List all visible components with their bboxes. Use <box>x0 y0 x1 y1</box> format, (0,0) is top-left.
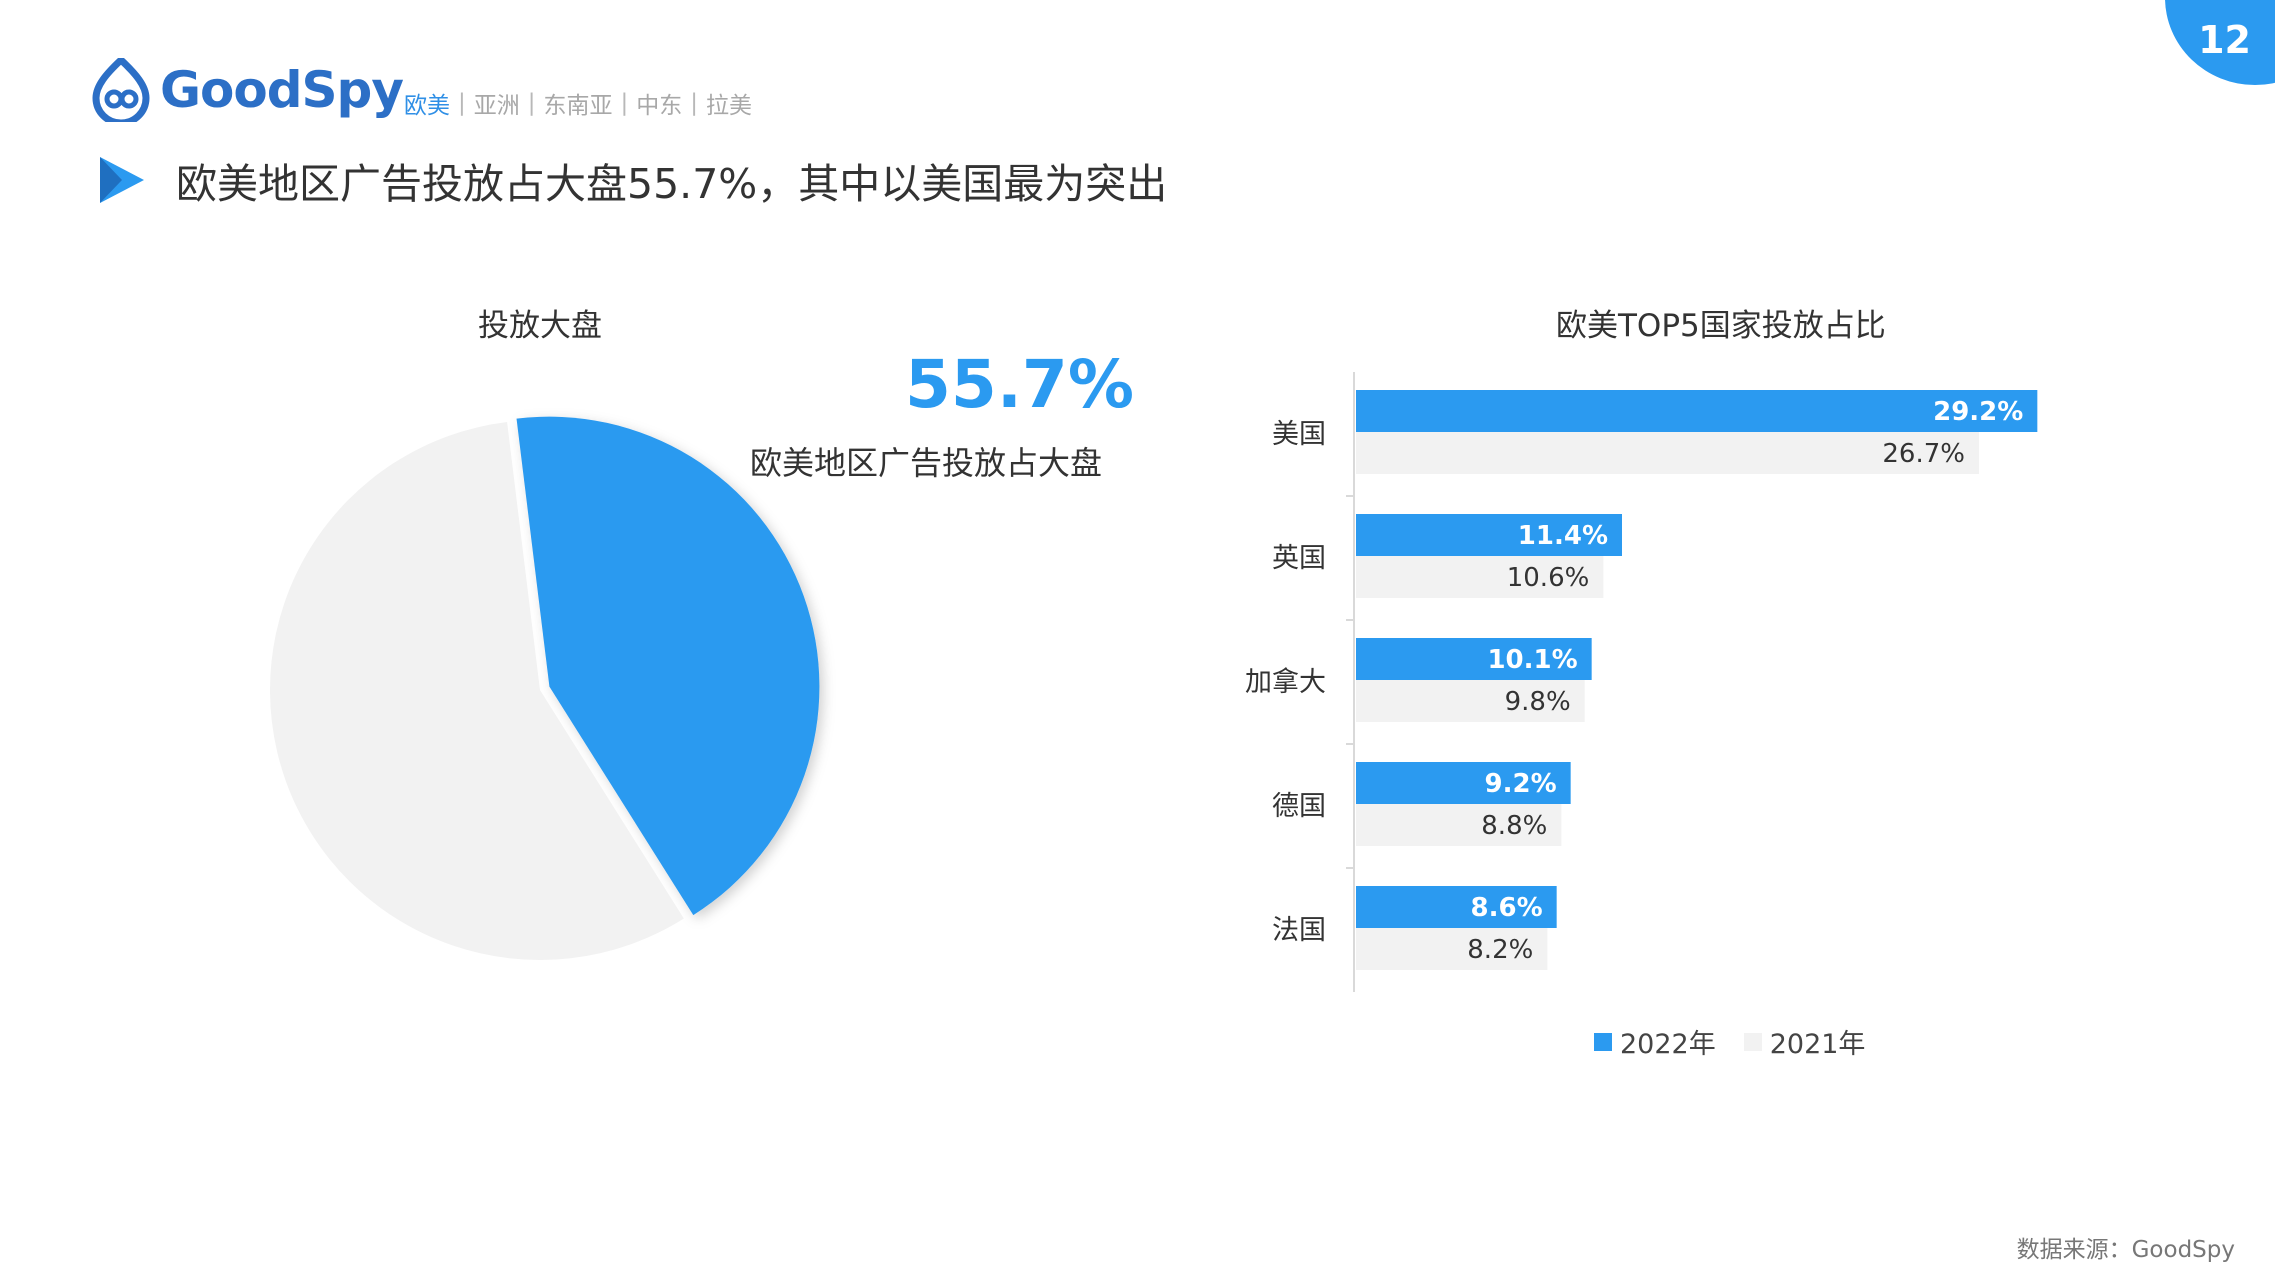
bar-value-label: 8.8% <box>1481 811 1547 841</box>
bar-2021 <box>1356 680 1585 722</box>
category-label: 美国 <box>1272 419 1326 450</box>
pie-slice <box>269 422 684 960</box>
region-separator: | <box>690 90 698 116</box>
bar-2022 <box>1356 514 1622 556</box>
bar-value-label: 8.2% <box>1467 935 1533 965</box>
page-number: 12 <box>2198 18 2251 62</box>
bar-2021 <box>1356 432 1979 474</box>
bar-2021 <box>1356 928 1548 970</box>
region-nav: 欧美 | 亚洲 | 东南亚 | 中东 | 拉美 <box>404 86 752 120</box>
pie-chart-title: 投放大盘 <box>468 300 612 345</box>
bar-2022 <box>1356 638 1592 680</box>
region-tab[interactable]: 亚洲 <box>473 93 520 119</box>
play-arrow-icon <box>98 155 146 205</box>
bar-value-label: 8.6% <box>1471 893 1543 923</box>
region-separator: | <box>620 90 629 116</box>
pie-highlight-value: 55.7% <box>905 346 1134 423</box>
pie-caption: 欧美地区广告投放占大盘 <box>750 444 1103 482</box>
bar-value-label: 9.2% <box>1485 769 1557 799</box>
bar-2021 <box>1356 804 1562 846</box>
bar-chart: 美国 29.2% 26.7% 英国 11.4% 10.6% 加拿大 10.1% 9.8% 德国 9.… <box>1245 372 2038 992</box>
bar-value-label: 10.1% <box>1487 645 1577 675</box>
goodspy-logo-icon <box>92 58 150 122</box>
region-tab[interactable]: 欧美 <box>404 93 450 119</box>
bar-chart-title-text: 欧美TOP5国家投放占比 <box>1556 308 1886 344</box>
bar-value-label: 9.8% <box>1505 687 1571 717</box>
logo-text: GoodSpy <box>160 61 404 119</box>
bar-2022 <box>1356 390 2038 432</box>
legend-label: 2022年 <box>1620 1029 1716 1060</box>
legend-swatch <box>1743 1032 1762 1051</box>
region-tab[interactable]: 中东 <box>636 93 683 119</box>
region-tab[interactable]: 拉美 <box>706 93 752 119</box>
data-source: 数据来源：GoodSpy <box>2016 1237 2235 1263</box>
region-separator: | <box>527 90 536 116</box>
bar-2021 <box>1356 556 1604 598</box>
headline-text: 欧美地区广告投放占大盘55.7%，其中以美国最为突出 <box>176 160 1168 208</box>
region-separator: | <box>458 90 466 116</box>
legend-label: 2021年 <box>1769 1029 1866 1060</box>
bar-value-label: 26.7% <box>1882 439 1965 469</box>
category-label: 德国 <box>1272 791 1326 822</box>
category-label: 英国 <box>1272 543 1326 574</box>
pie-chart <box>269 416 820 960</box>
bar-chart-title: 欧美TOP5国家投放占比 <box>1556 300 1886 345</box>
bar-value-label: 10.6% <box>1507 563 1590 593</box>
goodspy-logo: GoodSpy <box>92 58 404 122</box>
bar-chart-legend: 2022年 2021年 <box>1594 1022 1865 1061</box>
bar-value-label: 29.2% <box>1933 397 2023 427</box>
legend-swatch <box>1594 1032 1612 1051</box>
legend-item: 2021年 <box>1743 1022 1866 1061</box>
bar-2022 <box>1356 762 1571 804</box>
category-label: 法国 <box>1272 915 1326 946</box>
bar-value-label: 11.4% <box>1518 521 1608 551</box>
region-tab[interactable]: 东南亚 <box>543 93 613 119</box>
legend-item: 2022年 <box>1594 1022 1716 1061</box>
pie-chart-title-text: 投放大盘 <box>478 308 602 344</box>
pie-slice <box>516 416 820 916</box>
category-label: 加拿大 <box>1245 667 1326 698</box>
headline: 欧美地区广告投放占大盘55.7%，其中以美国最为突出 <box>98 150 1167 210</box>
bar-2022 <box>1356 886 1557 928</box>
